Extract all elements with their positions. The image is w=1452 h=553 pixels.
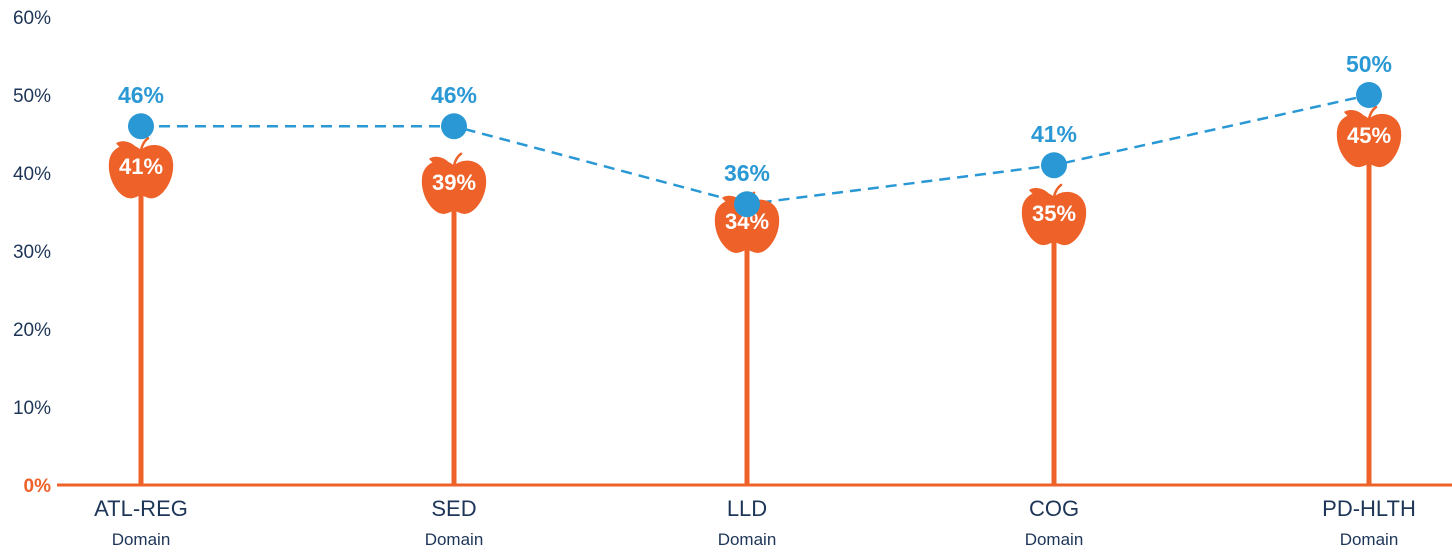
category-sublabel: Domain <box>425 530 484 549</box>
y-tick-label: 60% <box>13 8 51 29</box>
category-sublabel: Domain <box>1340 530 1399 549</box>
apple-icon: 45% <box>1336 105 1402 168</box>
apple-value-label: 35% <box>1032 201 1076 226</box>
y-tick-label: 50% <box>13 86 51 107</box>
apple-leaf <box>429 156 451 167</box>
blue-dot <box>1356 82 1382 108</box>
apple-stems <box>138 134 1372 485</box>
y-tick-label: 20% <box>13 320 51 341</box>
blue-dot <box>128 113 154 140</box>
apple-stalk <box>1367 105 1378 121</box>
apple-stalk <box>139 136 150 152</box>
blue-value-label: 46% <box>431 82 477 108</box>
apple-body <box>1336 113 1402 168</box>
apple-leaf <box>1344 110 1366 120</box>
category-label: ATL-REG <box>94 496 188 521</box>
x-axis-labels: ATL-REG Domain SED Domain LLD Domain COG Domain… <box>94 496 1416 549</box>
y-tick-label: 10% <box>13 398 51 419</box>
apple-value-label: 41% <box>119 154 163 179</box>
blue-value-label: 50% <box>1346 51 1392 77</box>
blue-dot <box>734 191 760 218</box>
blue-value-label: 41% <box>1031 121 1077 147</box>
blue-series-dots: 46% 46% 36% 41% 50% <box>118 51 1392 218</box>
apple-leaf <box>1029 188 1051 198</box>
category-label: COG <box>1029 496 1079 521</box>
y-tick-label: 30% <box>13 242 51 263</box>
apple-body <box>714 199 780 253</box>
apple-value-label: 45% <box>1347 123 1391 148</box>
apple-body <box>108 145 174 199</box>
y-tick-label: 0% <box>24 476 52 497</box>
apple-icon: 35% <box>1021 183 1087 246</box>
apple-leaf <box>116 141 138 152</box>
blue-dot <box>441 113 467 140</box>
category-label: SED <box>431 496 476 521</box>
category-sublabel: Domain <box>718 530 777 549</box>
blue-dot <box>1041 152 1067 179</box>
apple-icon: 39% <box>421 152 487 214</box>
category-sublabel: Domain <box>112 530 171 549</box>
apple-value-label: 39% <box>432 170 476 195</box>
apple-icon: 41% <box>108 136 174 199</box>
y-axis: 0% 10% 20% 30% 40% 50% 60% <box>13 8 51 497</box>
blue-value-label: 36% <box>724 160 770 186</box>
apple-body <box>421 160 487 214</box>
blue-value-label: 46% <box>118 82 164 108</box>
category-sublabel: Domain <box>1025 530 1084 549</box>
category-label: LLD <box>727 496 767 521</box>
blue-series-line <box>141 93 1370 206</box>
y-tick-label: 40% <box>13 164 51 185</box>
apple-stalk <box>452 152 463 168</box>
category-label: PD-HLTH <box>1322 496 1416 521</box>
apple-body <box>1021 191 1087 246</box>
apple-stalk <box>1052 183 1063 199</box>
